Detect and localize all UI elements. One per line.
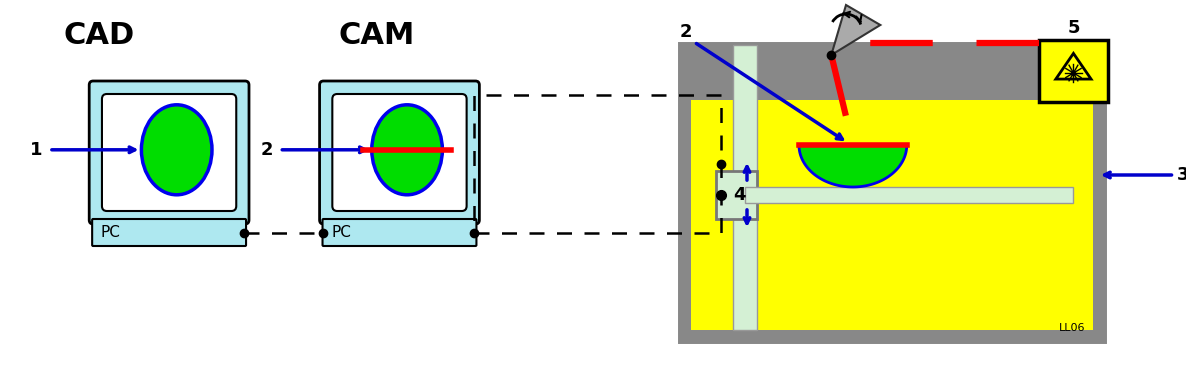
FancyBboxPatch shape [89,81,249,224]
Bar [681,45,1103,100]
Text: 5: 5 [1067,19,1079,37]
Bar [681,45,1103,340]
Text: 4: 4 [733,186,746,204]
FancyBboxPatch shape [332,94,466,211]
Ellipse shape [141,105,212,195]
Text: CAD: CAD [64,20,135,50]
Polygon shape [831,5,880,55]
FancyBboxPatch shape [319,81,479,224]
Bar [733,45,757,330]
Text: 1: 1 [30,141,43,159]
Text: PC: PC [331,225,351,240]
Bar [715,171,757,219]
Ellipse shape [371,105,442,195]
Bar [745,187,1073,203]
Text: PC: PC [101,225,121,240]
Bar [1039,40,1108,102]
Text: 3: 3 [1177,166,1186,184]
FancyBboxPatch shape [102,94,236,211]
Polygon shape [1056,53,1091,79]
Text: 2: 2 [261,141,273,159]
Bar [691,55,1093,330]
Text: 2: 2 [680,23,693,41]
FancyBboxPatch shape [93,219,246,246]
Text: CAM: CAM [338,20,415,50]
Polygon shape [799,145,907,187]
Text: LL06: LL06 [1059,323,1085,333]
FancyBboxPatch shape [323,219,477,246]
